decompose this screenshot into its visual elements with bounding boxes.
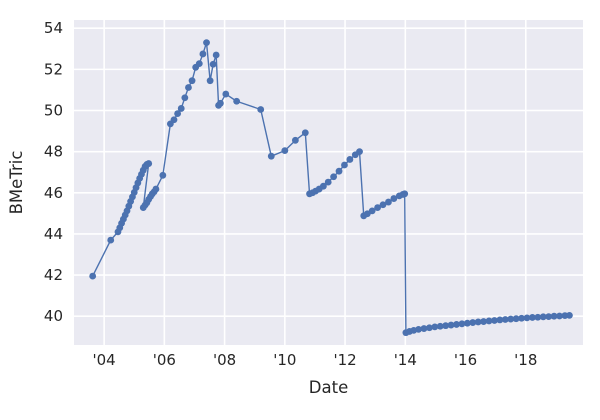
ytick-label: 52 [44, 60, 63, 78]
ytick-label: 46 [44, 184, 63, 202]
ytick-label: 50 [44, 102, 63, 120]
ytick-label: 54 [44, 19, 63, 37]
xtick-label: '14 [394, 351, 417, 369]
xtick-label: '16 [454, 351, 477, 369]
xtick-label: '04 [93, 351, 116, 369]
tick-labels: 40 42 44 46 48 50 52 54 '04 '06 '08 '10 '12 '14 '16 '18 [44, 19, 537, 369]
xtick-label: '08 [213, 351, 236, 369]
gridlines [74, 20, 583, 345]
x-axis-title: Date [309, 378, 348, 397]
ytick-label: 40 [44, 307, 63, 325]
y-axis-title: BMeTric [7, 151, 26, 215]
xtick-label: '12 [333, 351, 356, 369]
data-series-0 [89, 39, 573, 337]
ytick-label: 44 [44, 225, 63, 243]
ytick-label: 42 [44, 266, 63, 284]
xtick-label: '18 [514, 351, 537, 369]
xtick-label: '10 [273, 351, 296, 369]
xtick-label: '06 [153, 351, 176, 369]
ytick-label: 48 [44, 143, 63, 161]
series-markers [89, 39, 573, 337]
